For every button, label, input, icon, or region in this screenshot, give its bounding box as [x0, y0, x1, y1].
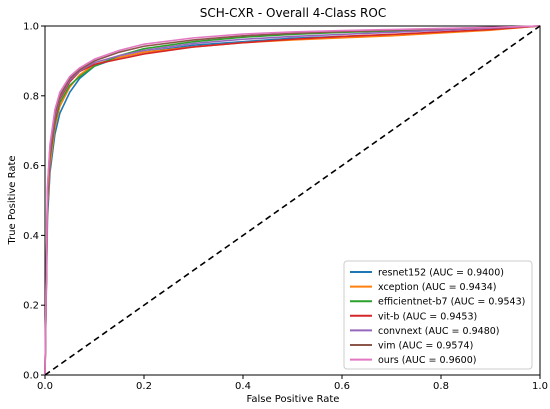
y-tick-label: 1.0	[23, 22, 39, 33]
plot-frame	[44, 25, 541, 376]
y-tick-label: 0.4	[23, 231, 39, 242]
legend-label-1: xception (AUC = 0.9434)	[378, 282, 497, 293]
legend-label-5: vim (AUC = 0.9574)	[378, 341, 473, 352]
reference-line	[44, 25, 541, 376]
legend-label-4: convnext (AUC = 0.9480)	[378, 326, 499, 337]
x-tick-label: 0.4	[235, 381, 251, 392]
legend-label-3: vit-b (AUC = 0.9453)	[378, 311, 477, 322]
x-axis-label: False Positive Rate	[247, 394, 340, 405]
y-tick-label: 0.0	[23, 371, 39, 382]
x-tick-label: 0.0	[37, 381, 53, 392]
legend-box	[343, 260, 533, 370]
series-lines	[44, 25, 541, 376]
chart-title: SCH-CXR - Overall 4-Class ROC	[200, 6, 386, 20]
y-tick-label: 0.2	[23, 301, 39, 312]
x-tick-label: 1.0	[532, 381, 548, 392]
x-tick-label: 0.6	[334, 381, 350, 392]
legend-label-6: ours (AUC = 0.9600)	[378, 355, 476, 366]
x-axis-ticks: 0.0 0.2 0.4 0.6 0.8 1.0	[37, 375, 548, 392]
series-line-6	[44, 25, 541, 376]
reference-diagonal	[44, 25, 541, 376]
legend-label-0: resnet152 (AUC = 0.9400)	[378, 268, 504, 279]
legend-label-2: efficientnet-b7 (AUC = 0.9543)	[378, 297, 525, 308]
y-axis-label: True Positive Rate	[7, 155, 18, 245]
plot-area	[44, 25, 541, 376]
y-tick-label: 0.8	[23, 91, 39, 102]
x-tick-label: 0.8	[433, 381, 449, 392]
legend: resnet152 (AUC = 0.9400) xception (AUC = …	[343, 260, 533, 370]
y-axis-ticks: 0.0 0.2 0.4 0.6 0.8 1.0	[23, 22, 45, 382]
x-tick-label: 0.2	[136, 381, 152, 392]
y-tick-label: 0.6	[23, 161, 39, 172]
